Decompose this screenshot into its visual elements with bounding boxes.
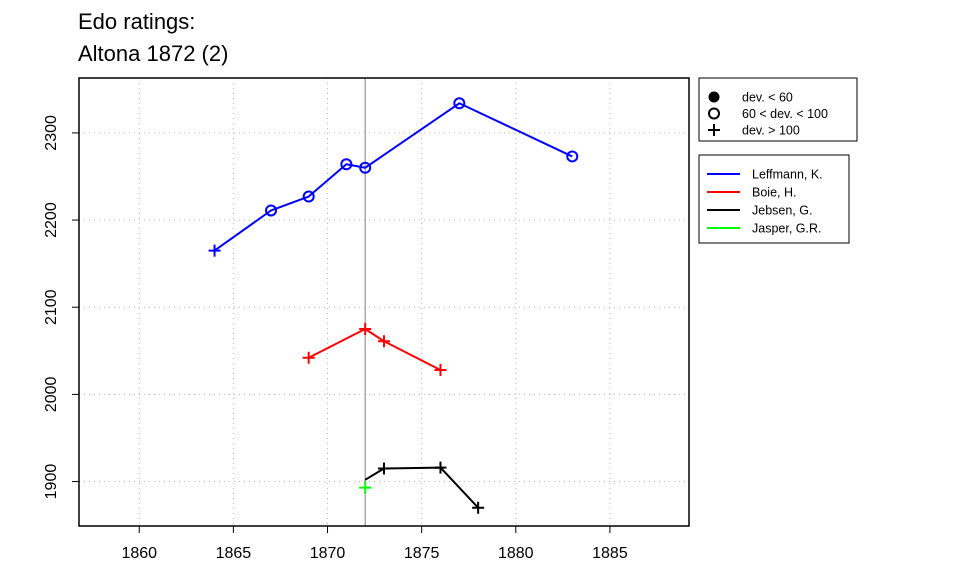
legend-deviation-label: 60 < dev. < 100 [742,107,828,121]
x-tick-label: 1875 [404,545,440,562]
y-tick-label: 2300 [43,115,60,151]
series-2 [364,461,485,514]
data-point-1-0 [302,351,315,364]
data-point-0-0 [208,244,221,257]
legend-series-label: Jasper, G.R. [752,222,821,236]
chart-title-line1: Edo ratings: [78,9,196,34]
chart-title-line2: Altona 1872 (2) [78,41,229,66]
data-point-1-1 [359,323,372,336]
y-axis: 1900 2000 2100 2200 2300 [43,115,79,499]
legend-marker-circle [708,107,720,120]
y-tick-label: 2000 [43,376,60,412]
data-point-0-3 [340,158,353,171]
data-point-2-3 [472,501,485,514]
x-tick-label: 1865 [216,545,252,562]
legend-deviation-label: dev. > 100 [742,124,800,138]
legend-series-box [698,154,850,244]
y-tick-label: 1900 [43,464,60,500]
x-tick-label: 1880 [498,545,534,562]
data-point-2-1 [378,462,390,475]
data-point-1-2 [378,335,390,348]
series-0 [208,97,579,257]
data-point-0-4 [359,161,372,174]
data-point-2-2 [434,461,447,474]
legend-deviation-label: dev. < 60 [742,91,793,105]
legend-series-label: Boie, H. [752,186,796,200]
legend-series-label: Jebsen, G. [752,204,812,218]
data-point-3-0 [359,481,372,494]
data-point-0-5 [453,97,466,110]
plot-frame [78,77,690,527]
y-tick-label: 2200 [43,202,60,238]
legend-series: Leffmann, K. Boie, H. Jebsen, G. Jasper, G.… [698,154,850,244]
x-tick-label: 1885 [592,545,628,562]
y-tick-label: 2100 [43,289,60,325]
data-point-1-3 [434,363,447,376]
series-layer [208,97,579,514]
gridlines [79,78,689,526]
data-point-0-1 [265,204,278,217]
series-line-2 [364,466,479,509]
series-3 [359,481,372,494]
series-1 [302,323,447,376]
x-tick-label: 1870 [310,545,346,562]
legend-deviation: dev. < 60 60 < dev. < 100 dev. > 100 [698,77,858,142]
data-point-0-2 [302,190,315,203]
x-tick-label: 1860 [121,545,157,562]
legend-series-label: Leffmann, K. [752,168,823,182]
data-point-0-6 [566,150,579,163]
series-line-0 [213,102,573,252]
series-line-1 [308,328,441,371]
legend-deviation-box [698,77,858,142]
x-axis: 1860 1865 1870 1875 1880 1885 [121,525,628,562]
legend-marker-dot [708,91,720,103]
legend-marker-plus [708,124,720,136]
